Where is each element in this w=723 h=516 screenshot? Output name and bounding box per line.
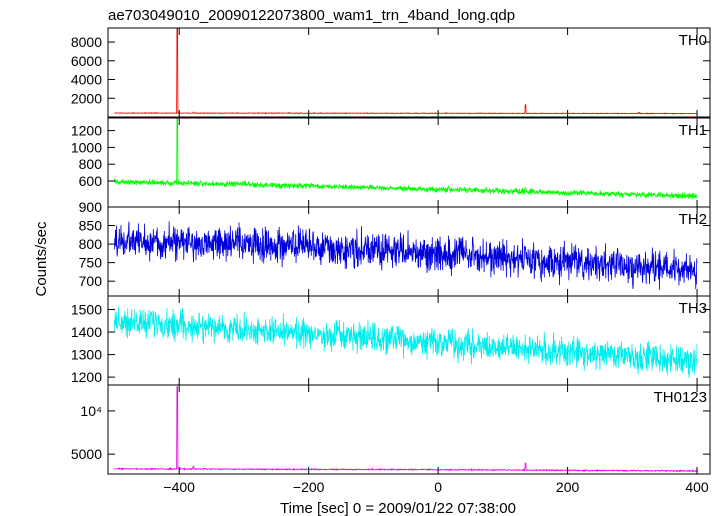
x-tick-label: 0 — [434, 479, 442, 495]
panel-label: TH2 — [679, 211, 707, 228]
panel-frame — [107, 27, 711, 118]
x-tick-label: 200 — [556, 479, 580, 495]
panel-th2: 700 750 800 850 TH2 — [79, 206, 711, 297]
y-tick-label: 850 — [79, 218, 103, 234]
y-tick-label: 1300 — [71, 347, 102, 363]
panel-th0: 2000 4000 6000 8000 TH0 — [71, 27, 711, 118]
y-tick-label: 750 — [79, 255, 103, 271]
y-tick-label: 1400 — [71, 324, 102, 340]
panel-label: TH3 — [679, 300, 707, 317]
y-tick-label: 1000 — [71, 139, 102, 155]
series-line-th3 — [114, 306, 698, 378]
y-axis-label: Counts/sec — [33, 221, 50, 297]
y-tick-label: 600 — [79, 173, 103, 189]
y-tick-label: 1500 — [71, 302, 102, 318]
panel-label: TH0123 — [654, 389, 707, 406]
y-tick-label: 1200 — [71, 369, 102, 385]
panel-label: TH1 — [679, 122, 707, 139]
y-tick-label: 900 — [79, 199, 103, 215]
y-tick-label: 8000 — [71, 34, 102, 50]
x-tick-label: −400 — [163, 479, 195, 495]
y-tick-label: 1200 — [71, 123, 102, 139]
y-tick-label: 800 — [79, 156, 103, 172]
y-tick-label: 700 — [79, 273, 103, 289]
y-tick-label: 5000 — [71, 446, 102, 462]
panel-frame — [107, 384, 711, 475]
series-line-th1 — [114, 117, 698, 200]
x-axis-label: Time [sec] 0 = 2009/01/22 07:38:00 — [280, 500, 516, 516]
panel-th0123: 5000 10⁴ TH0123 — [71, 384, 711, 475]
series-line-th2 — [114, 221, 698, 290]
panel-label: TH0 — [679, 32, 707, 49]
y-tick-label: 6000 — [71, 53, 102, 69]
y-tick-label: 800 — [79, 236, 103, 252]
panel-th3: 1200 1300 1400 1500 TH3 — [71, 295, 711, 386]
chart-title: ae703049010_20090122073800_wam1_trn_4ban… — [108, 7, 515, 24]
y-tick-label: 4000 — [71, 72, 102, 88]
x-tick-label: −200 — [293, 479, 325, 495]
x-tick-label: 400 — [685, 479, 709, 495]
y-tick-label: 10⁴ — [80, 403, 102, 419]
y-tick-label: 2000 — [71, 90, 102, 106]
series-line-th0123 — [114, 386, 698, 473]
series-line-th0 — [114, 27, 698, 115]
